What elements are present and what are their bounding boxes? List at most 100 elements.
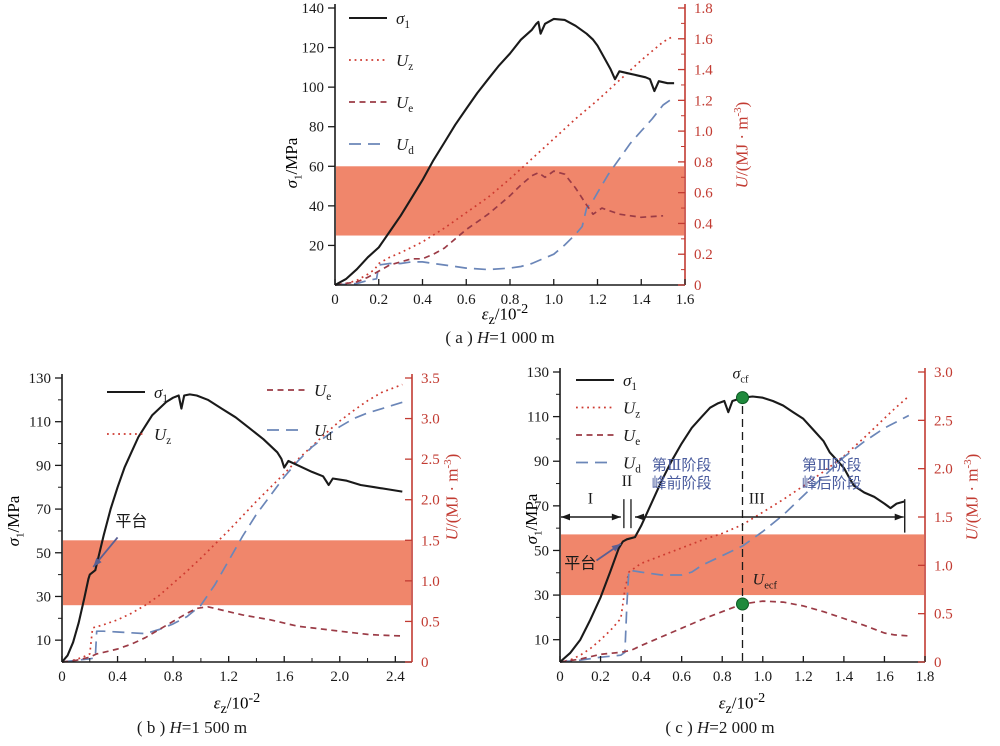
y-right-tick-label: 0.5 — [421, 614, 440, 630]
stage-phase-label: 峰前阶段 — [652, 475, 712, 492]
y-left-tick-label: 90 — [36, 458, 51, 474]
x-tick-label: 1.6 — [275, 669, 294, 685]
series-group — [334, 17, 675, 286]
curve-ud — [559, 414, 910, 663]
chart-c-canvas: 0 0.2 0.4 0.6 0.8 1.0 1.2 1.4 1.6 1.8 10 30 50 70 90 11… — [527, 365, 953, 685]
x-tick-label: 1.8 — [916, 669, 935, 685]
legend-label-ud: Ud — [396, 135, 414, 157]
chart-b-x-axis-label: εz/10-2 — [213, 690, 261, 718]
y-left-tick-label: 10 — [534, 633, 549, 649]
stage-phase-label: 峰后阶段 — [802, 475, 862, 492]
series-group — [559, 395, 910, 663]
peak-stress-dot — [736, 391, 749, 405]
x-tick-label: 1.0 — [544, 292, 563, 308]
stage-phase-label: 第Ⅲ阶段 — [652, 456, 711, 474]
chart-c-x-axis-label: εz/10-2 — [718, 690, 766, 718]
x-tick-label: 0.4 — [108, 669, 127, 685]
y-left-tick-label: 100 — [302, 80, 325, 96]
y-left-tick-label: 110 — [29, 415, 51, 431]
chart-b-caption: ( b ) H=1 500 m — [136, 718, 248, 737]
y-left-tick-label: 80 — [309, 120, 324, 136]
y-right-tick-label: 0.5 — [934, 607, 953, 623]
x-tick-label: 0.8 — [164, 669, 183, 685]
legend-label-uz: Uz — [396, 51, 413, 73]
y-left-tick-label: 30 — [534, 588, 549, 604]
y-right-tick-label: 2.0 — [421, 493, 440, 509]
chart-a-caption: ( a ) H=1 000 m — [445, 328, 555, 347]
y-right-tick-label: 3.0 — [421, 412, 440, 428]
x-tick-label: 1.2 — [588, 292, 607, 308]
y-left-tick-label: 40 — [309, 199, 324, 215]
x-tick-label: 1.4 — [632, 292, 651, 308]
y-right-tick-label: 1.5 — [421, 533, 440, 549]
x-tick-label: 0.8 — [501, 292, 520, 308]
y-right-tick-label: 1.6 — [694, 32, 713, 48]
chart-b: 0 0.4 0.8 1.2 1.6 2.0 2.4 10 30 50 70 90 110 130 0 0.5 1… — [0, 358, 478, 746]
legend-label-ue: Ue — [314, 381, 331, 403]
legend-label-uz: Uz — [154, 425, 171, 447]
curve-ud — [61, 401, 403, 663]
y-right-tick-label: 3.5 — [421, 371, 440, 387]
platform-label: 平台 — [564, 554, 596, 572]
y-left-tick-label: 70 — [36, 502, 51, 518]
chart-c-caption: ( c ) H=2 000 m — [665, 718, 775, 737]
chart-b-left-axis-label: σ1/MPa — [4, 495, 27, 547]
y-right-tick-label: 0 — [934, 655, 942, 671]
y-left-tick-label: 50 — [36, 546, 51, 562]
curve-uz — [559, 395, 910, 663]
x-tick-label: 0 — [331, 292, 339, 308]
y-right-tick-label: 2.5 — [421, 452, 440, 468]
peak-elastic-energy-dot — [736, 597, 749, 611]
y-left-tick-label: 130 — [29, 371, 52, 387]
chart-a: 0 0.2 0.4 0.6 0.8 1.0 1.2 1.4 1.6 20 40 60 80 100 120 1… — [260, 0, 765, 358]
x-tick-label: 1.2 — [794, 669, 813, 685]
legend-label-sigma1: σ1 — [396, 9, 410, 31]
y-right-tick-label: 1.4 — [694, 63, 713, 79]
y-left-tick-label: 140 — [302, 1, 325, 17]
y-right-tick-label: 0.2 — [694, 247, 713, 263]
curve-uz — [334, 34, 675, 286]
legend-label-ue: Ue — [623, 426, 640, 448]
legend-label-ud: Ud — [314, 421, 332, 443]
platform-label: 平台 — [115, 513, 147, 531]
x-tick-label: 0.2 — [591, 669, 610, 685]
y-right-tick-label: 2.5 — [934, 413, 953, 429]
y-left-tick-label: 10 — [36, 633, 51, 649]
highlight-band — [63, 540, 411, 606]
chart-b-canvas: 0 0.4 0.8 1.2 1.6 2.0 2.4 10 30 50 70 90 110 130 0 0.5 1… — [29, 371, 440, 685]
x-tick-label: 0.4 — [413, 292, 432, 308]
y-right-tick-label: 0 — [694, 278, 702, 294]
legend-label-sigma1: σ1 — [154, 383, 168, 405]
chart-c-right-axis-label: U/(MJ · m-3) — [962, 453, 982, 541]
y-right-tick-label: 1.0 — [694, 124, 713, 140]
y-right-tick-label: 0.8 — [694, 155, 713, 171]
curve-ue — [61, 605, 403, 663]
x-tick-label: 0 — [58, 669, 66, 685]
legend-label-ue: Ue — [396, 93, 413, 115]
chart-b-right-axis-label: U/(MJ · m-3) — [442, 453, 462, 541]
chart-c-left-axis-label: σ1/MPa — [522, 493, 545, 545]
highlight-band — [336, 166, 684, 236]
curve-sigma1 — [559, 395, 905, 663]
y-right-tick-label: 1.0 — [934, 558, 953, 574]
x-tick-label: 1.6 — [875, 669, 894, 685]
chart-a-x-axis-label: εz/10-2 — [481, 301, 529, 329]
legend-label-sigma1: σ1 — [623, 371, 637, 393]
series-group — [61, 383, 403, 663]
x-tick-label: 2.4 — [386, 669, 405, 685]
x-tick-label: 1.6 — [676, 292, 695, 308]
y-right-tick-label: 3.0 — [934, 365, 953, 381]
chart-a-canvas: 0 0.2 0.4 0.6 0.8 1.0 1.2 1.4 1.6 20 40 60 80 100 120 1… — [302, 1, 714, 308]
legend-label-uz: Uz — [623, 399, 640, 421]
y-left-tick-label: 110 — [527, 410, 549, 426]
curve-ue — [559, 600, 909, 663]
y-right-tick-label: 1.2 — [694, 93, 713, 109]
x-tick-label: 1.4 — [835, 669, 854, 685]
curve-sigma1 — [334, 17, 675, 286]
stage-roman-label: III — [749, 491, 765, 508]
chart-a-left-axis-label: σ1/MPa — [282, 137, 305, 189]
stage-roman-label: II — [622, 473, 633, 490]
y-left-tick-label: 70 — [534, 499, 549, 515]
chart-c: 0 0.2 0.4 0.6 0.8 1.0 1.2 1.4 1.6 1.8 10 30 50 70 90 11… — [520, 358, 1000, 746]
